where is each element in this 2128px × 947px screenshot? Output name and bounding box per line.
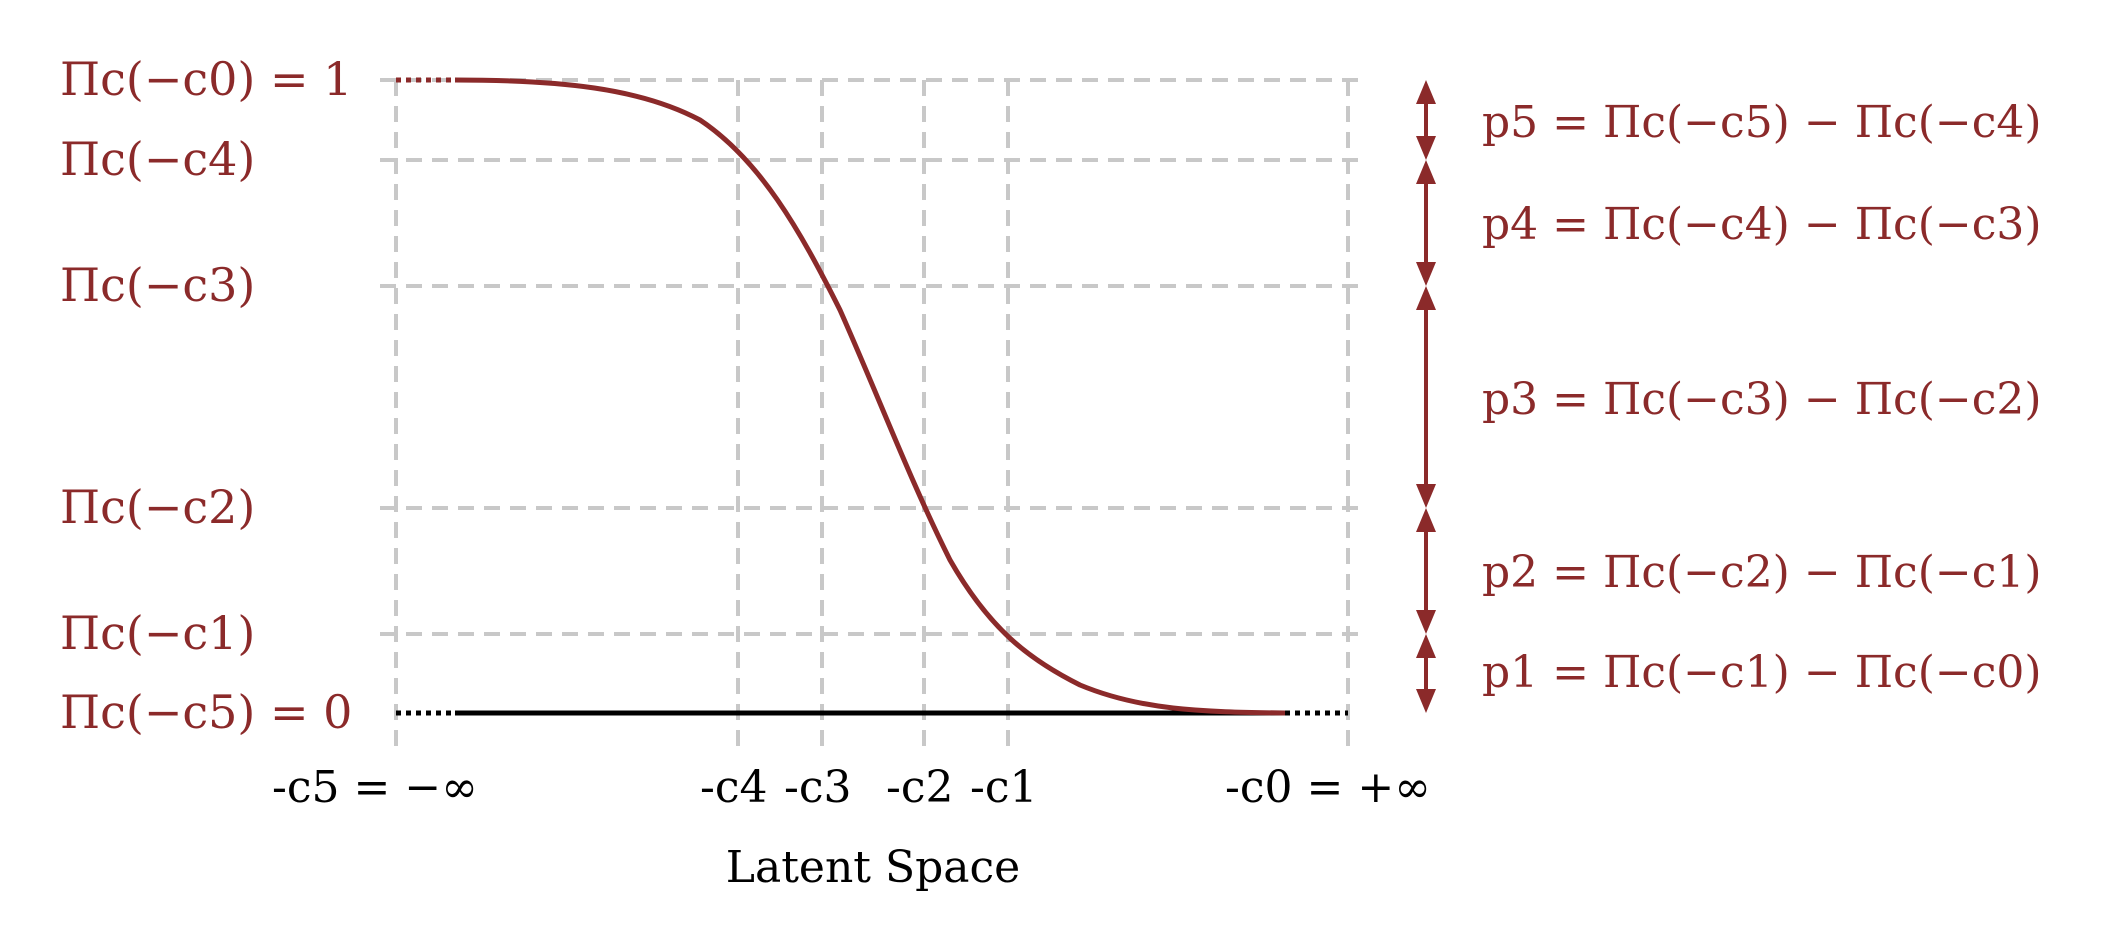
prob-label-p2: p2 = Πc(−c2) − Πc(−c1) bbox=[1482, 547, 2042, 598]
y-label-c0: Πc(−c0) = 1 bbox=[60, 52, 352, 106]
arrow-p4 bbox=[1416, 160, 1436, 286]
y-label-c5: Πc(−c5) = 0 bbox=[60, 685, 352, 739]
cdf-curve bbox=[454, 77, 1286, 716]
probability-arrows bbox=[1416, 80, 1436, 713]
x-label-c2: -c2 bbox=[886, 762, 954, 813]
y-labels: Πc(−c0) = 1 Πc(−c4) Πc(−c3) Πc(−c2) Πc(−… bbox=[60, 52, 352, 739]
prob-label-p1: p1 = Πc(−c1) − Πc(−c0) bbox=[1482, 647, 2042, 698]
y-label-c4: Πc(−c4) bbox=[60, 132, 255, 186]
x-label-c3: -c3 bbox=[784, 762, 852, 813]
x-label-c1: -c1 bbox=[970, 762, 1038, 813]
y-label-c2: Πc(−c2) bbox=[60, 480, 255, 534]
arrow-p1 bbox=[1416, 634, 1436, 713]
prob-label-p5: p5 = Πc(−c5) − Πc(−c4) bbox=[1482, 97, 2042, 148]
arrow-p5 bbox=[1416, 80, 1436, 160]
y-label-c1: Πc(−c1) bbox=[60, 606, 255, 660]
probability-labels: p5 = Πc(−c5) − Πc(−c4) p4 = Πc(−c4) − Πc… bbox=[1482, 97, 2042, 698]
arrow-p3 bbox=[1416, 286, 1436, 508]
x-axis-title: Latent Space bbox=[726, 842, 1020, 893]
prob-label-p3: p3 = Πc(−c3) − Πc(−c2) bbox=[1482, 374, 2042, 425]
grid bbox=[380, 78, 1360, 755]
x-labels: -c5 = −∞ -c4 -c3 -c2 -c1 -c0 = +∞ Latent… bbox=[272, 762, 1431, 893]
x-label-c5: -c5 = −∞ bbox=[272, 762, 478, 813]
x-label-c4: -c4 bbox=[700, 762, 768, 813]
arrow-p2 bbox=[1416, 508, 1436, 634]
prob-label-p4: p4 = Πc(−c4) − Πc(−c3) bbox=[1482, 199, 2042, 250]
y-label-c3: Πc(−c3) bbox=[60, 258, 255, 312]
x-label-c0: -c0 = +∞ bbox=[1225, 762, 1431, 813]
